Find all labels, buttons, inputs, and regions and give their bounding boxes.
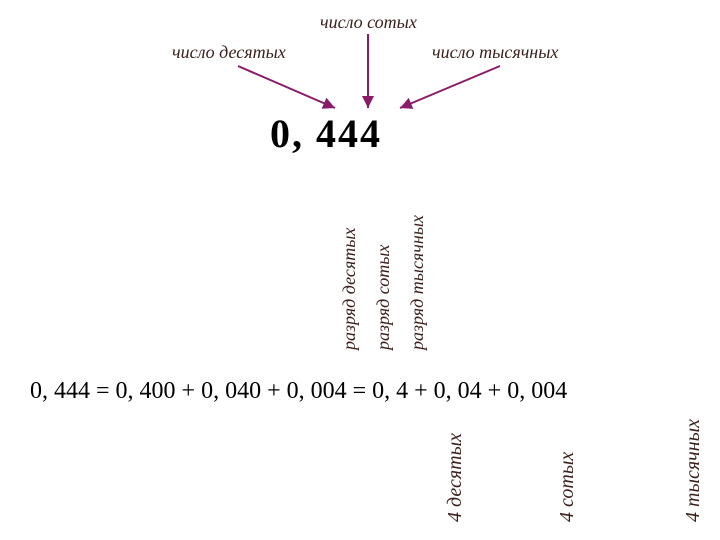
bottom-4-hundredths: 4 сотых xyxy=(556,452,579,522)
place-hundredths: разряд сотых xyxy=(373,245,394,350)
arrow-layer xyxy=(0,0,720,540)
place-thousandths: разряд тысячных xyxy=(407,215,428,350)
arrow-tenths xyxy=(238,66,335,108)
place-tenths: разряд десятых xyxy=(339,228,360,350)
main-number: 0, 444 xyxy=(270,110,382,157)
bottom-4-thousandths: 4 тысячных xyxy=(682,419,705,522)
arrow-thousandths xyxy=(400,66,500,108)
bottom-4-tenths: 4 десятых xyxy=(444,433,467,522)
decomposition-equation: 0, 444 = 0, 400 + 0, 040 + 0, 004 = 0, 4… xyxy=(30,378,567,405)
